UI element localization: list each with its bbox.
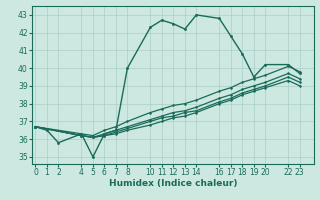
X-axis label: Humidex (Indice chaleur): Humidex (Indice chaleur)	[108, 179, 237, 188]
